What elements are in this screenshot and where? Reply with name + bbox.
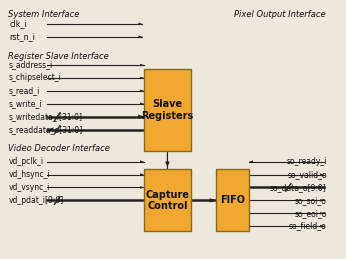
Text: vd_pdat_i[9:0]: vd_pdat_i[9:0] [9,196,64,205]
Text: System Interface: System Interface [8,10,79,19]
Text: s_write_i: s_write_i [9,99,43,108]
Text: Slave
Registers: Slave Registers [141,99,193,121]
Text: Register Slave Interface: Register Slave Interface [8,52,109,61]
Polygon shape [140,90,144,92]
Text: so_field_o: so_field_o [289,222,327,231]
Polygon shape [140,77,144,79]
Text: Video Decoder Interface: Video Decoder Interface [8,144,110,153]
Polygon shape [138,35,143,38]
Polygon shape [140,64,144,66]
Polygon shape [138,114,144,119]
Text: so_data_o[9:0]: so_data_o[9:0] [270,183,327,192]
Text: rst_n_i: rst_n_i [9,32,35,41]
Text: Pixel Output Interface: Pixel Output Interface [234,10,326,19]
Polygon shape [320,173,324,176]
Text: vd_pclk_i: vd_pclk_i [9,157,44,166]
Polygon shape [212,199,216,202]
Text: Capture
Control: Capture Control [145,190,189,211]
Bar [216,169,249,231]
Text: s_readdata_o[31:0]: s_readdata_o[31:0] [9,125,83,134]
Text: clk_i: clk_i [9,19,27,28]
Text: vd_hsync_i: vd_hsync_i [9,170,51,179]
Polygon shape [249,160,253,163]
Text: so_soi_o: so_soi_o [295,196,327,205]
Polygon shape [138,23,143,25]
Polygon shape [140,160,144,163]
Text: so_eoi_o: so_eoi_o [294,209,327,218]
Text: vd_vsync_i: vd_vsync_i [9,183,51,192]
Text: so_ready_i: so_ready_i [286,157,327,166]
Polygon shape [320,212,324,214]
Polygon shape [320,199,324,202]
Text: so_valid_o: so_valid_o [287,170,327,179]
Polygon shape [140,103,144,105]
Polygon shape [140,173,144,176]
Polygon shape [210,198,216,202]
Bar [144,169,191,231]
Polygon shape [47,127,53,132]
Text: s_writedata_i[31:0]: s_writedata_i[31:0] [9,112,83,121]
Text: s_chipselect_i: s_chipselect_i [9,74,62,82]
Text: s_read_i: s_read_i [9,86,40,95]
Text: s_address_i: s_address_i [9,61,53,70]
Polygon shape [318,185,324,190]
Polygon shape [320,225,324,227]
Text: FIFO: FIFO [220,195,245,205]
Polygon shape [140,186,144,189]
Bar [144,69,191,152]
